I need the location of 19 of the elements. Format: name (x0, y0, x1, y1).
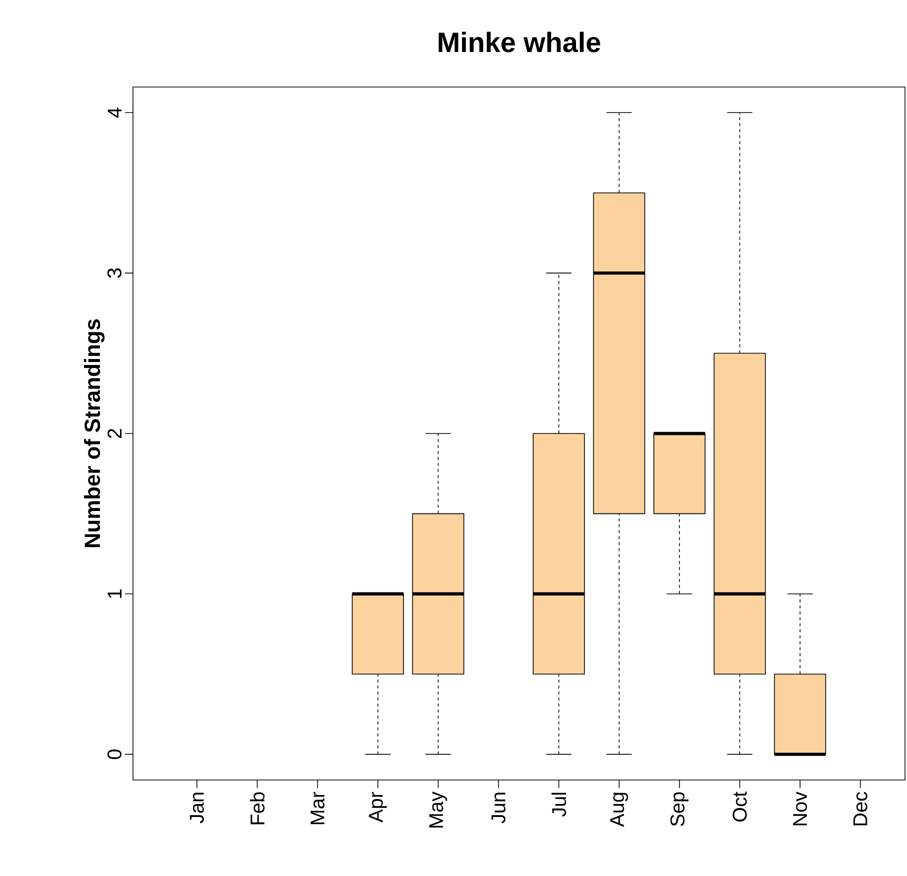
x-tick-label: Dec (853, 792, 868, 826)
x-tick-label: Jul (552, 792, 566, 817)
y-tick-label: 1 (108, 589, 122, 598)
x-tick-label: Oct (732, 792, 747, 822)
x-tick-label: Nov (793, 792, 808, 826)
x-tick-label: Aug (610, 792, 628, 827)
y-tick-label: 2 (108, 428, 122, 438)
x-tick-label: Sep (670, 792, 688, 826)
chart-title: Minke whale (438, 32, 600, 52)
y-tick-label: 4 (108, 108, 122, 118)
x-tick-label: Jun (492, 792, 506, 824)
x-tick-label: Feb (250, 792, 265, 824)
y-tick-label: 3 (107, 268, 122, 278)
x-tick-label: Mar (310, 792, 325, 824)
x-tick-label: May (429, 792, 448, 828)
x-tick-label: Apr (368, 792, 387, 822)
x-tick-label: Jan (190, 792, 204, 824)
y-axis-title: Number of Strandings (84, 319, 105, 548)
y-tick-label: 0 (107, 750, 122, 760)
